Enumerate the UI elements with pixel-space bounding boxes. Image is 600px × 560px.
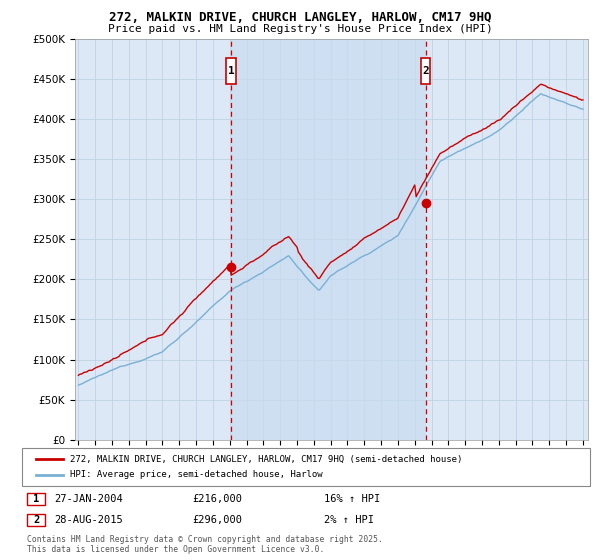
Bar [226,58,236,84]
Text: 2: 2 [33,515,39,525]
Bar [421,58,430,84]
Text: 27-JAN-2004: 27-JAN-2004 [54,494,123,504]
Text: 16% ↑ HPI: 16% ↑ HPI [324,494,380,504]
Text: £216,000: £216,000 [192,494,242,504]
Text: 2: 2 [422,66,429,76]
Text: 272, MALKIN DRIVE, CHURCH LANGLEY, HARLOW, CM17 9HQ: 272, MALKIN DRIVE, CHURCH LANGLEY, HARLO… [109,11,491,24]
Text: HPI: Average price, semi-detached house, Harlow: HPI: Average price, semi-detached house,… [70,470,323,479]
Text: 28-AUG-2015: 28-AUG-2015 [54,515,123,525]
Text: £296,000: £296,000 [192,515,242,525]
Bar [231,39,425,440]
Text: 1: 1 [33,494,39,504]
Text: Price paid vs. HM Land Registry's House Price Index (HPI): Price paid vs. HM Land Registry's House … [107,24,493,34]
Text: Contains HM Land Registry data © Crown copyright and database right 2025.
This d: Contains HM Land Registry data © Crown c… [27,535,383,554]
Text: 1: 1 [227,66,234,76]
Text: 2% ↑ HPI: 2% ↑ HPI [324,515,374,525]
Text: 272, MALKIN DRIVE, CHURCH LANGLEY, HARLOW, CM17 9HQ (semi-detached house): 272, MALKIN DRIVE, CHURCH LANGLEY, HARLO… [70,455,463,464]
